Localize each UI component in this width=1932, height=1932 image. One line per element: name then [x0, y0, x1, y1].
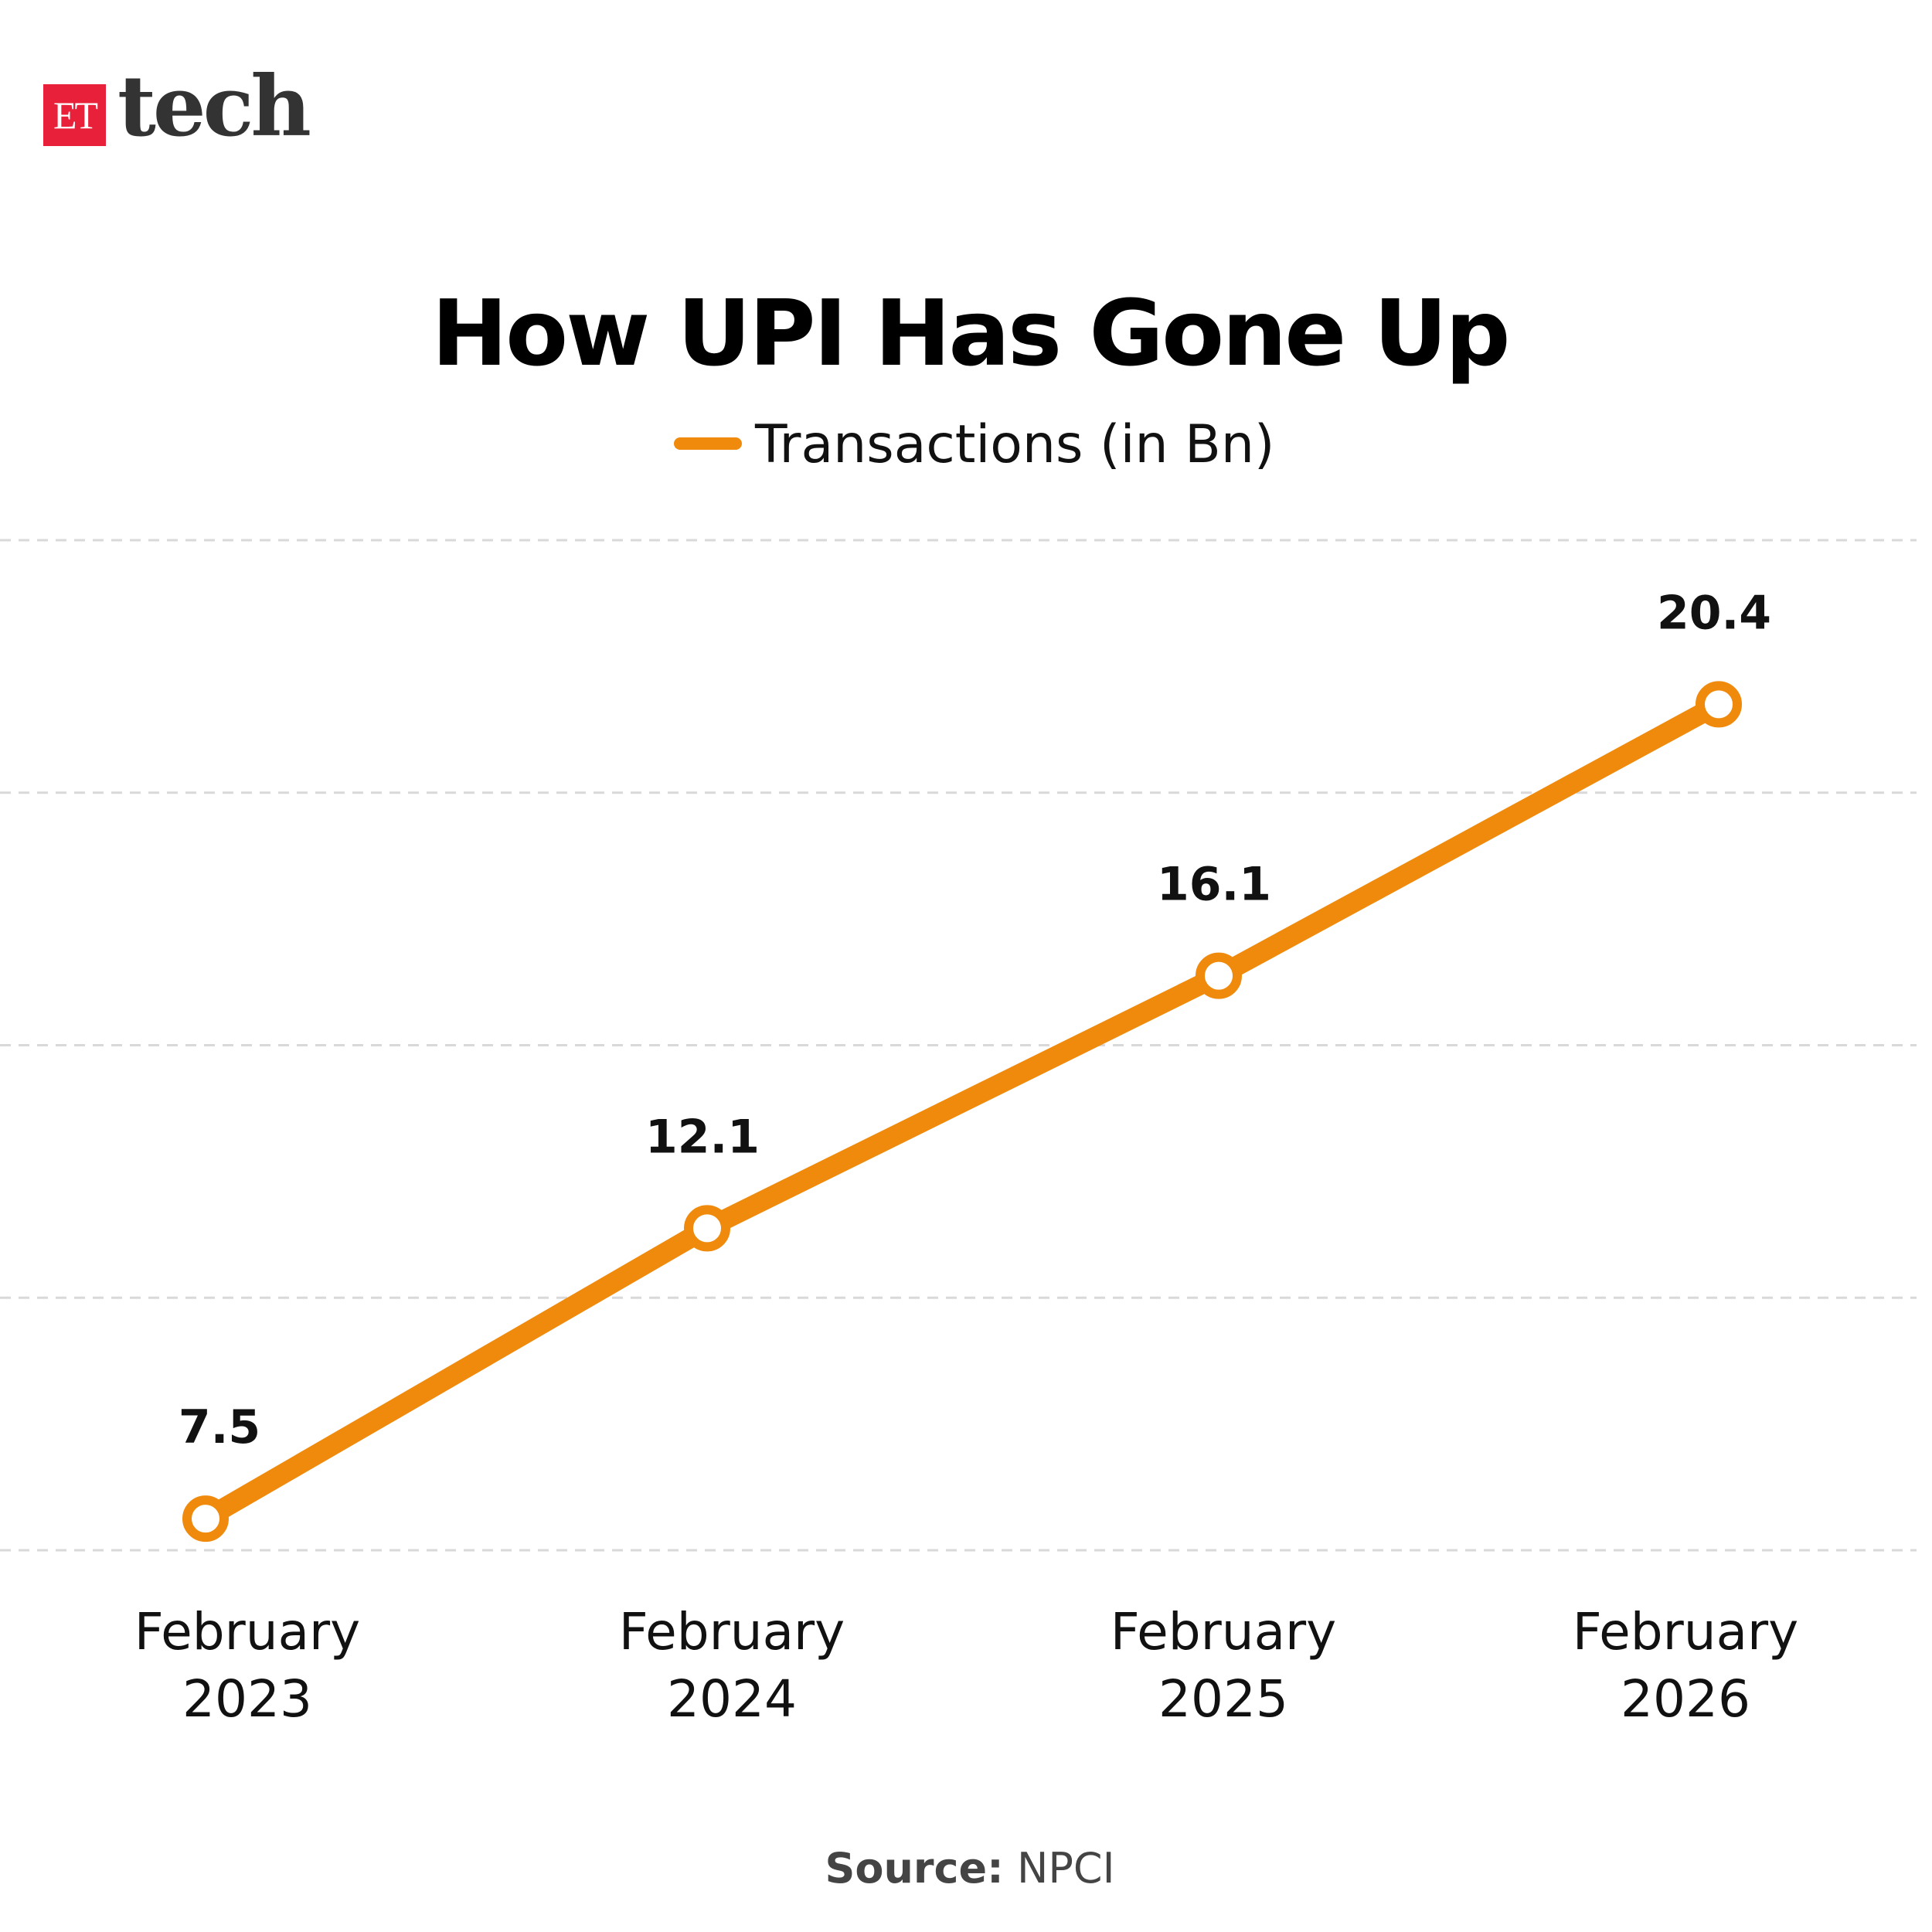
x-tick-label-year: 2025	[1158, 1669, 1288, 1729]
source-note: Source: NPCI	[825, 1844, 1114, 1893]
legend-label: Transactions (in Bn)	[754, 414, 1274, 475]
source-value: NPCI	[1017, 1844, 1115, 1893]
data-label: 20.4	[1657, 586, 1771, 640]
data-label: 12.1	[645, 1110, 760, 1164]
x-tick-label-year: 2023	[182, 1669, 312, 1729]
data-label: 16.1	[1157, 858, 1271, 912]
logo-tech-text: tech	[117, 58, 311, 155]
data-point	[182, 1495, 229, 1543]
x-tick-label-month: February	[619, 1602, 845, 1662]
logo-et-box: ET	[43, 84, 106, 146]
x-tick-label-year: 2026	[1621, 1669, 1750, 1729]
x-tick-label-year: 2024	[667, 1669, 797, 1729]
x-tick-label-month: February	[134, 1602, 360, 1662]
data-point	[1696, 681, 1742, 728]
data-point	[1196, 952, 1242, 999]
data-point	[684, 1205, 730, 1252]
x-tick-label-month: February	[1111, 1602, 1336, 1662]
x-tick-label-month: February	[1573, 1602, 1798, 1662]
series-line	[200, 695, 1724, 1528]
data-label: 7.5	[179, 1400, 260, 1454]
chart-title: How UPI Has Gone Up	[431, 280, 1508, 386]
source-label: Source:	[825, 1844, 1003, 1893]
